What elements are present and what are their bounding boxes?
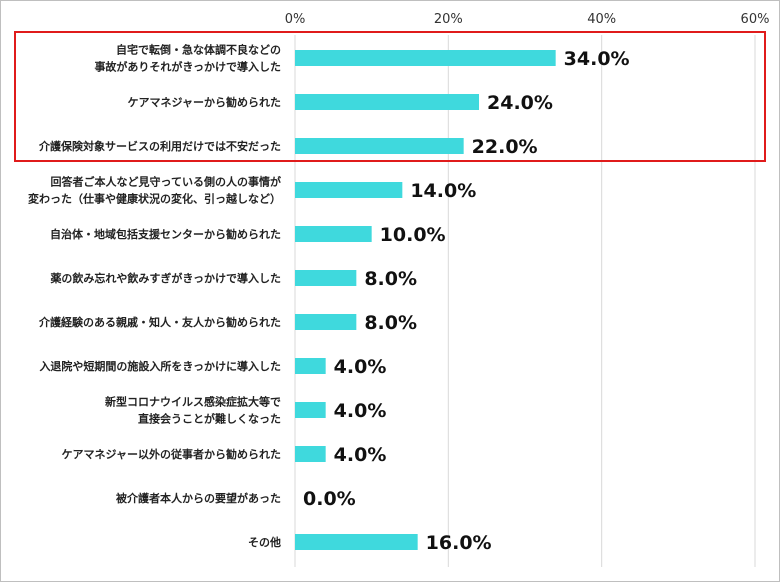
data-label-11: 16.0% (426, 532, 492, 554)
x-tick-label-3: 60% (741, 12, 770, 27)
data-label-9: 4.0% (334, 444, 387, 466)
category-label-7: 入退院や短期間の施設入所をきっかけに導入した (39, 359, 281, 373)
data-label-10: 0.0% (303, 488, 356, 510)
bar-0 (295, 50, 556, 66)
bar-7 (295, 358, 326, 374)
gridlines (294, 35, 756, 567)
category-label-9: ケアマネジャー以外の従事者から勧められた (62, 447, 281, 461)
x-axis-ticks: 0% 20% 40% 60% (285, 12, 770, 27)
bar-8 (295, 402, 326, 418)
category-label-2: 介護保険対象サービスの利用だけでは不安だった (38, 139, 281, 153)
data-label-8: 4.0% (334, 400, 387, 422)
data-labels: 34.0% 24.0% 22.0% 14.0% 10.0% 8.0% 8.0% 4.0% 4.0… (303, 48, 630, 554)
data-label-0: 34.0% (564, 48, 630, 70)
category-label-3-line-0: 回答者ご本人など見守っている側の人の事情が (51, 175, 281, 189)
category-label-0-line-1: 事故がありそれがきっかけで導入した (94, 60, 281, 74)
category-label-6: 介護経験のある親戚・知人・友人から勧められた (38, 315, 281, 329)
bar-4 (295, 226, 372, 242)
data-label-4: 10.0% (380, 224, 446, 246)
data-label-2: 22.0% (472, 136, 538, 158)
x-tick-label-1: 20% (434, 12, 463, 27)
x-tick-label-2: 40% (587, 12, 616, 27)
data-label-5: 8.0% (364, 268, 417, 290)
bar-6 (295, 314, 357, 330)
bar-1 (295, 94, 479, 110)
highlight-box (14, 31, 766, 162)
category-label-8-line-0: 新型コロナウイルス感染症拡大等で (105, 395, 281, 409)
category-label-4: 自治体・地域包括支援センターから勧められた (50, 227, 281, 241)
data-label-7: 4.0% (334, 356, 387, 378)
category-labels: 自宅で転倒・急な体調不良などの事故がありそれがきっかけで導入したケアマネジャーか… (28, 43, 281, 550)
bar-9 (295, 446, 326, 462)
category-label-10: 被介護者本人からの要望があった (116, 491, 281, 505)
data-label-3: 14.0% (410, 180, 476, 202)
category-label-11: その他 (248, 535, 281, 549)
bar-3 (295, 182, 403, 198)
data-label-6: 8.0% (364, 312, 417, 334)
bar-5 (295, 270, 357, 286)
category-label-8-line-1: 直接会うことが難しくなった (138, 412, 281, 426)
category-label-3-line-1: 変わった（仕事や健康状況の変化、引っ越しなど） (28, 192, 281, 206)
data-label-1: 24.0% (487, 92, 553, 114)
category-label-1: ケアマネジャーから勧められた (128, 95, 281, 109)
x-tick-label-0: 0% (285, 12, 306, 27)
category-label-0-line-0: 自宅で転倒・急な体調不良などの (116, 43, 281, 57)
bars (295, 50, 556, 550)
category-label-5: 薬の飲み忘れや飲みすぎがきっかけで導入した (50, 271, 281, 285)
bar-11 (295, 534, 418, 550)
bar-2 (295, 138, 464, 154)
